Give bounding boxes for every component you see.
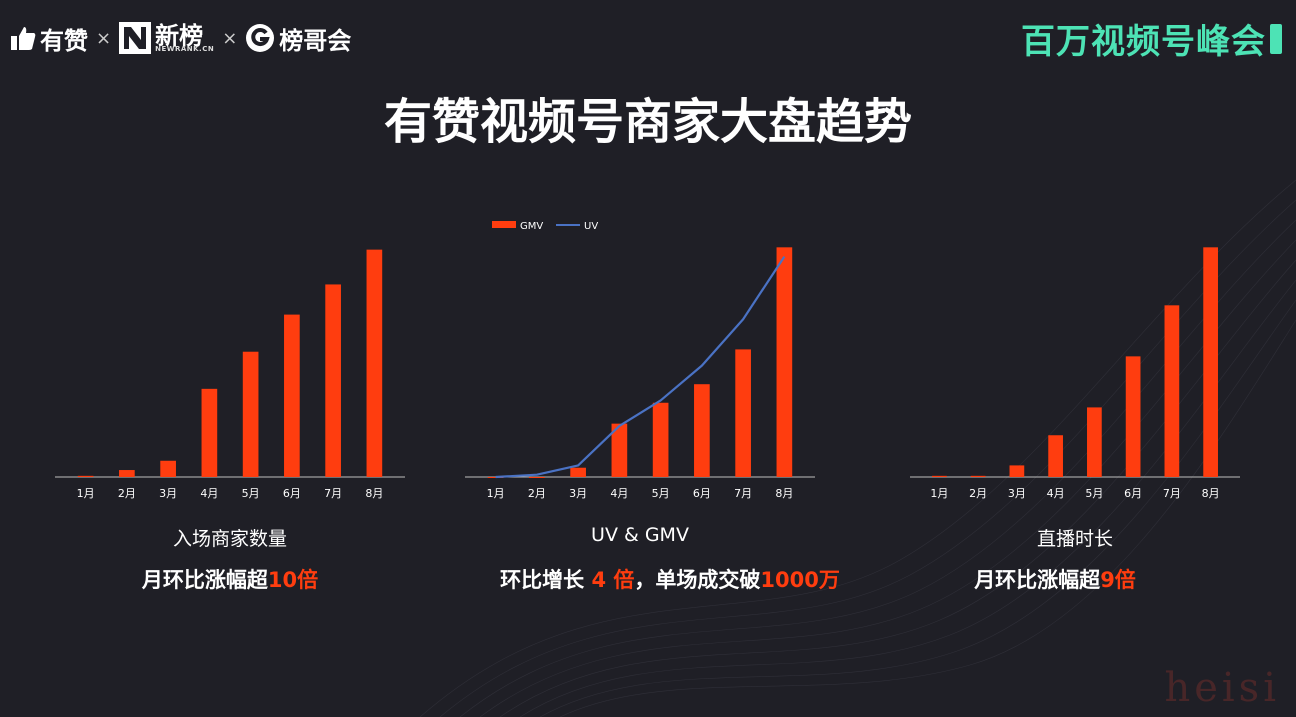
x-tick-label: 4月: [610, 487, 628, 500]
x-tick-label: 3月: [569, 487, 587, 500]
chart-merchants-svg: 1月 2月 3月 4月 5月 6月 7月 8月: [55, 249, 405, 500]
page-title: 有赞视频号商家大盘趋势: [383, 94, 912, 150]
bar: [160, 460, 176, 477]
x-tick-label: 3月: [159, 487, 177, 500]
caption-text: 环比增长: [500, 568, 592, 592]
series-line: [495, 255, 786, 479]
x-tick-label: 7月: [1163, 487, 1181, 500]
x-tick-label: 7月: [734, 487, 752, 500]
chart-merchants: 1月 2月 3月 4月 5月 6月 7月 8月: [50, 210, 410, 510]
chart-live-duration-caption: 月环比涨幅超9倍: [845, 564, 1265, 594]
caption-highlight: 9倍: [1100, 568, 1136, 592]
chart-uv-gmv-caption: 环比增长 4 倍，单场成交破1000万: [460, 564, 880, 594]
caption-highlight: 4 倍: [591, 568, 635, 592]
bangge-logo-text: 榜哥会: [279, 26, 352, 55]
bar: [932, 475, 947, 477]
bar: [735, 349, 751, 477]
chart-uv-gmv-title: UV & GMV: [591, 524, 689, 546]
thumbs-up-icon: [11, 27, 36, 50]
newrank-logo-text: 新榜: [155, 21, 204, 50]
bar: [1048, 435, 1063, 477]
x-tick-label: 5月: [652, 487, 670, 500]
chart-uv-gmv-svg: 1月 2月 3月 4月 5月 6月 7月 8月 GMV UV: [465, 221, 815, 500]
bar: [77, 475, 94, 477]
youzan-logo: 有赞: [10, 21, 88, 56]
caption-highlight: 10倍: [267, 568, 319, 592]
bar: [325, 284, 341, 477]
newrank-mark-icon: [119, 22, 152, 54]
bar: [119, 470, 135, 477]
x-tick-label: 6月: [693, 487, 711, 500]
bar: [694, 384, 710, 477]
caption-text: 月环比涨幅超: [974, 568, 1101, 592]
bangge-logo: 榜哥会: [245, 21, 351, 56]
x-tick-label: 8月: [1202, 487, 1220, 500]
bar: [201, 388, 218, 477]
x-tick-label: 2月: [118, 487, 136, 500]
chart-live-duration-title: 直播时长: [1036, 528, 1113, 550]
legend-label: GMV: [520, 221, 543, 232]
x-tick-label: 6月: [1124, 487, 1142, 500]
x-tick-label: 5月: [242, 487, 260, 500]
x-tick-label: 6月: [283, 487, 301, 500]
times-separator: ×: [96, 27, 112, 49]
x-tick-label: 4月: [1047, 487, 1065, 500]
summit-badge-icon: [1270, 23, 1282, 54]
bar: [652, 402, 669, 477]
caption-text: 月环比涨幅超: [141, 568, 268, 592]
bar: [529, 477, 545, 478]
caption-highlight: 1000万: [760, 568, 840, 592]
legend-swatch: [492, 221, 516, 228]
bar: [570, 467, 586, 477]
bar: [366, 249, 383, 477]
x-tick-label: 1月: [930, 487, 948, 500]
legend-label: UV: [584, 221, 598, 232]
chart-live-duration: 1月 2月 3月 4月 5月 6月 7月 8月: [905, 210, 1245, 510]
g-circle-icon: [246, 24, 275, 52]
bar: [611, 423, 628, 477]
youzan-logo-text: 有赞: [40, 26, 88, 55]
chart-uv-gmv: 1月 2月 3月 4月 5月 6月 7月 8月 GMV UV: [460, 210, 820, 510]
bar: [1203, 247, 1218, 477]
bar: [1164, 305, 1180, 477]
x-tick-label: 2月: [969, 487, 987, 500]
x-tick-label: 7月: [324, 487, 342, 500]
bar: [487, 477, 504, 478]
x-tick-label: 3月: [1008, 487, 1026, 500]
bar: [1125, 356, 1141, 477]
x-tick-label: 8月: [365, 487, 383, 500]
chart-merchants-title: 入场商家数量: [172, 528, 287, 550]
summit-logo-text: 百万视频号峰会: [1021, 22, 1266, 62]
bar: [970, 475, 986, 477]
x-tick-label: 1月: [487, 487, 505, 500]
times-separator: ×: [222, 27, 238, 49]
bar: [242, 351, 259, 477]
bar: [284, 314, 300, 477]
chart-live-duration-svg: 1月 2月 3月 4月 5月 6月 7月 8月: [910, 247, 1240, 500]
x-tick-label: 8月: [775, 487, 793, 500]
newrank-logo-subtext: NEWRANK.CN: [155, 44, 215, 53]
chart-merchants-caption: 月环比涨幅超10倍: [20, 564, 440, 594]
x-tick-label: 4月: [200, 487, 218, 500]
bar: [776, 247, 793, 477]
x-tick-label: 5月: [1085, 487, 1103, 500]
newrank-logo: 新榜 NEWRANK.CN: [119, 22, 214, 54]
x-tick-label: 1月: [77, 487, 95, 500]
watermark: heisi: [1164, 665, 1280, 711]
bar: [1087, 407, 1102, 477]
caption-text: ，单场成交破: [634, 568, 761, 592]
x-tick-label: 2月: [528, 487, 546, 500]
bar: [1009, 465, 1025, 477]
partner-logos: 有赞 × 新榜 NEWRANK.CN × 榜哥会: [10, 18, 351, 58]
summit-logo: 百万视频号峰会: [1021, 14, 1282, 63]
